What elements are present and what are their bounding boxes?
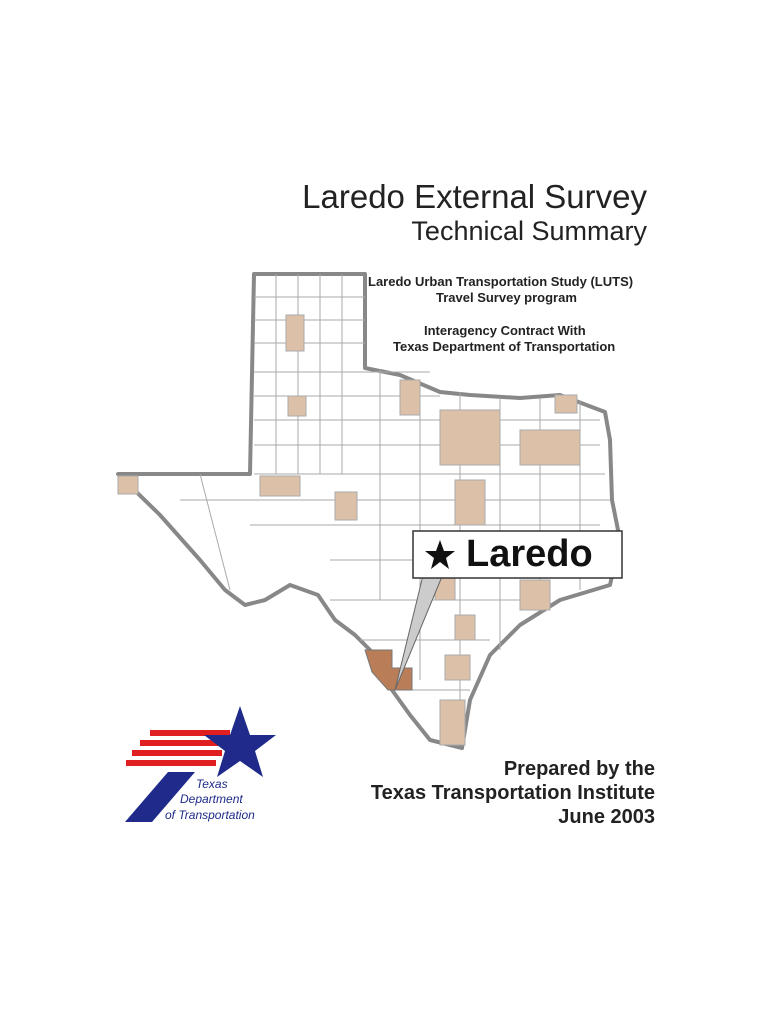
- star: [425, 540, 455, 569]
- contract-line: Interagency Contract With: [424, 323, 586, 338]
- study-line: Travel Survey program: [436, 290, 577, 305]
- logo-text: Texas: [196, 777, 228, 791]
- prepared-line: June 2003: [558, 806, 655, 828]
- contract-line: Texas Department of Transportation: [393, 339, 616, 354]
- logo-text: of Transportation: [165, 808, 255, 822]
- highlighted-counties: [117, 314, 581, 746]
- study-line: Laredo Urban Transportation Study (LUTS): [368, 274, 634, 289]
- subtitle: Technical Summary: [411, 216, 647, 246]
- txdot-logo: [125, 706, 276, 822]
- prepared-line: Texas Transportation Institute: [370, 782, 655, 804]
- prepared-line: Prepared by the: [503, 758, 655, 780]
- webb-county: [364, 649, 413, 691]
- state-outline: [116, 272, 622, 750]
- title: Laredo External Survey: [302, 178, 647, 215]
- logo-text: Department: [180, 792, 243, 806]
- callout-label: Laredo: [466, 533, 593, 575]
